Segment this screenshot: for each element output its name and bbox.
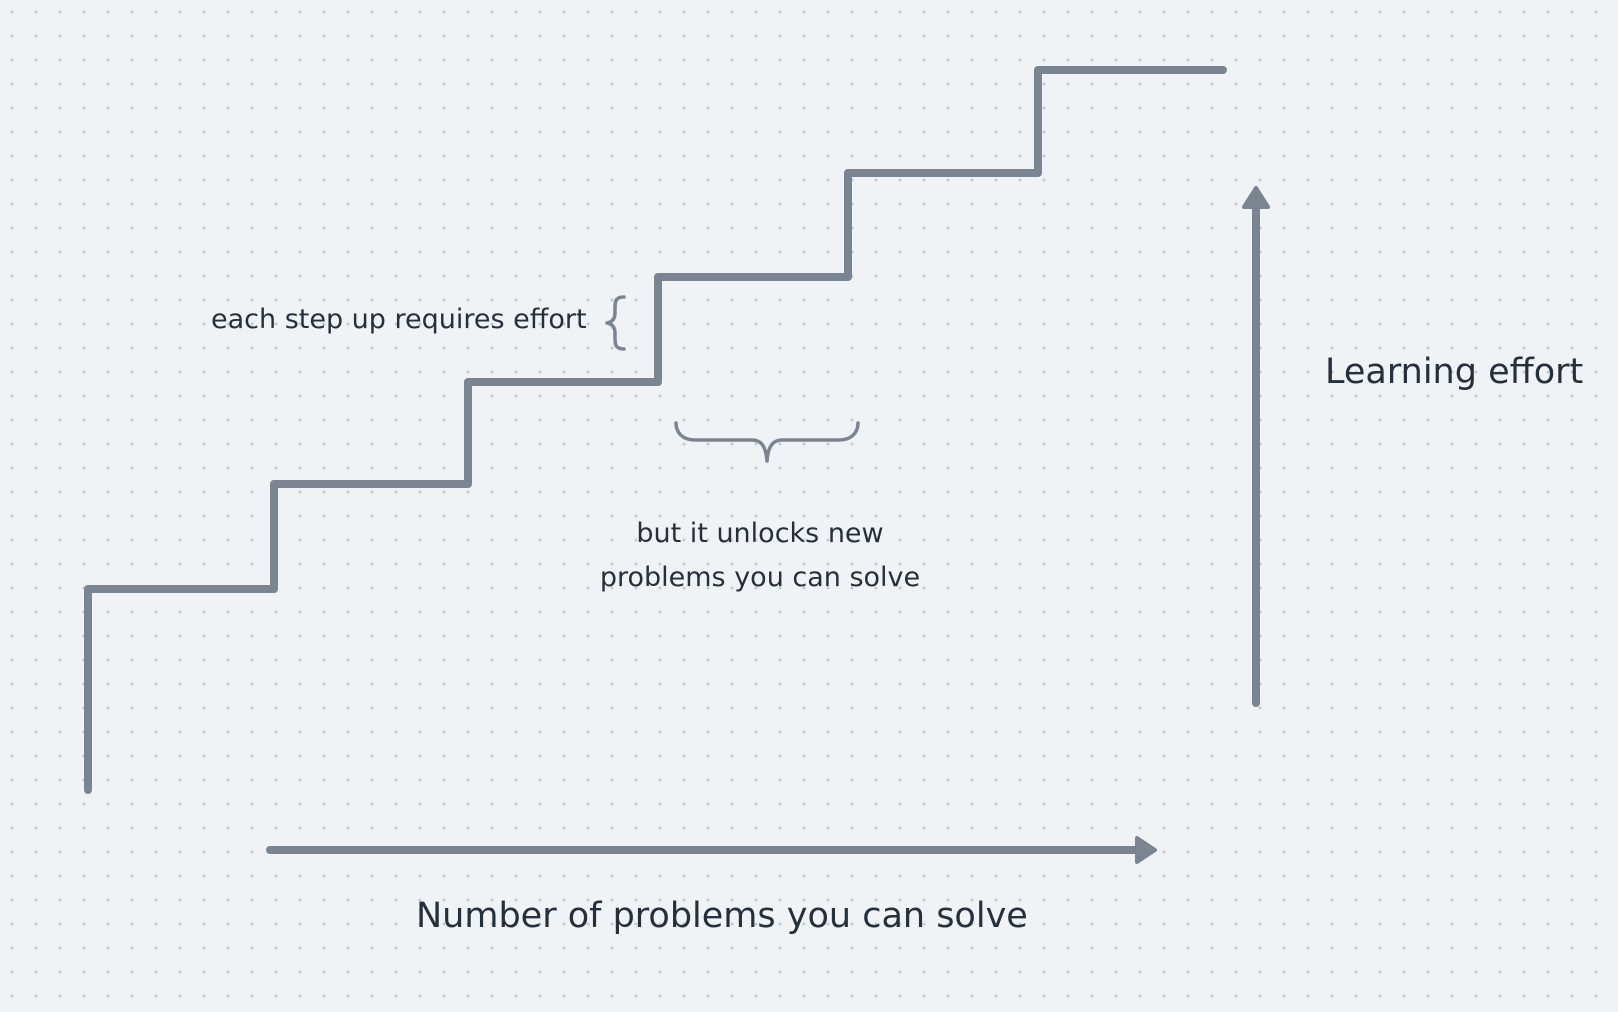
y-axis-arrow [1242, 186, 1270, 707]
step-effort-annotation: each step up requires effort [211, 304, 587, 335]
vertical-brace-icon [605, 295, 626, 351]
x-axis-arrow [266, 836, 1157, 864]
staircase-line [84, 66, 1227, 794]
horizontal-brace-icon [674, 421, 860, 463]
y-axis-arrowhead-icon [1242, 186, 1270, 209]
x-axis-label: Number of problems you can solve [416, 896, 1028, 936]
unlock-annotation-line1: but it unlocks new [636, 518, 884, 549]
unlock-annotation-line2: problems you can solve [599, 562, 921, 593]
x-axis-arrowhead-icon [1135, 836, 1157, 864]
unlock-annotation: but it unlocks new problems you can solv… [560, 512, 960, 600]
y-axis-label: Learning effort [1325, 352, 1584, 392]
